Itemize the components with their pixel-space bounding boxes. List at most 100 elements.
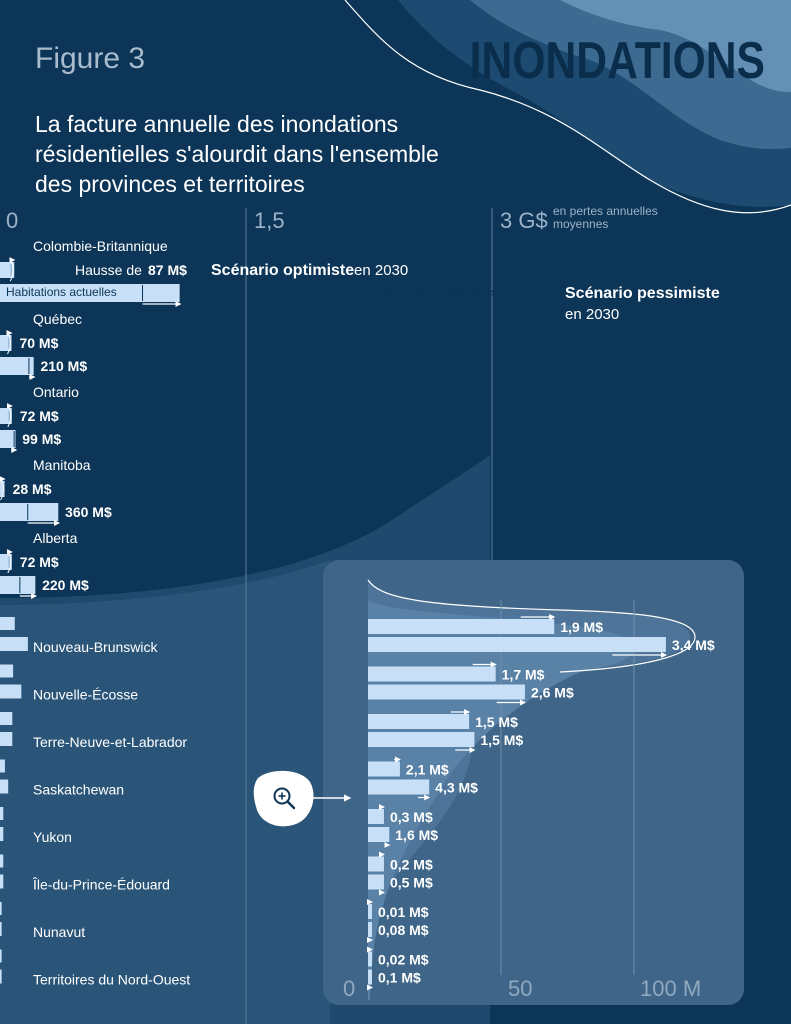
small-pessimistic-bar — [0, 684, 22, 699]
zoom-optimistic-bar — [368, 856, 384, 872]
province-name: Colombie-Britannique — [33, 238, 168, 254]
zoom-bars: 1,9 M$3,4 M$1,7 M$2,6 M$1,5 M$1,5 M$2,1 … — [366, 614, 715, 991]
small-pessimistic-bar — [0, 874, 4, 889]
increase-prefix: Hausse de — [75, 262, 142, 278]
zoom-province-row: 2,1 M$ 4,3 M$ — [368, 756, 478, 801]
small-province-name: Yukon — [33, 829, 72, 845]
small-optimistic-bar — [0, 807, 4, 820]
province-name: Ontario — [33, 384, 79, 400]
small-province-row: Nunavut — [0, 902, 85, 940]
small-province-name: Territoires du Nord-Ouest — [33, 972, 190, 988]
pessimistic-value-label: 210 M$ — [40, 358, 87, 374]
optimistic-value-label: 28 M$ — [13, 481, 52, 497]
zoom-pessimistic-bar — [368, 969, 372, 985]
zoom-optimistic-bar — [368, 714, 470, 729]
small-pessimistic-bar — [0, 969, 2, 984]
pessimistic-scenario-suffix: en 2030 — [565, 306, 619, 323]
optimistic-value-label: 72 M$ — [20, 408, 59, 424]
zoom-optimistic-label: 0,01 M$ — [378, 904, 429, 920]
figure-label: Figure 3 — [35, 42, 145, 75]
title-line-3: des provinces et territoires — [35, 171, 305, 197]
title-line-1: La facture annuelle des inondations — [35, 111, 398, 137]
zoom-optimistic-label: 0,2 M$ — [390, 857, 433, 873]
small-province-row: Île-du-Prince-Édouard — [0, 854, 170, 893]
zoom-pessimistic-bar — [368, 827, 390, 842]
small-province-row: Nouvelle-Écosse — [0, 664, 138, 703]
small-optimistic-bar — [0, 664, 14, 678]
zoom-optimistic-label: 2,1 M$ — [406, 762, 449, 778]
optimistic-bar — [0, 481, 5, 497]
zoom-province-row: 0,3 M$ 1,6 M$ — [368, 804, 438, 848]
zoom-optimistic-bar — [368, 951, 372, 967]
optimistic-bar — [0, 335, 12, 351]
small-province-name: Saskatchewan — [33, 782, 124, 798]
province-row: Ontario 72 M$ 99 M$ — [0, 384, 79, 453]
pessimistic-scenario-label: Scénario pessimiste — [565, 285, 720, 302]
zoom-pessimistic-label: 1,6 M$ — [395, 827, 438, 843]
province-row: Colombie-Britannique 87 M$ 1,1 G$ — [0, 238, 550, 307]
zoom-pessimistic-bar — [368, 637, 666, 652]
pessimistic-value-label: 1,1 G$ — [508, 285, 550, 301]
zoom-pessimistic-bar — [368, 732, 475, 747]
zoom-province-row: 0,2 M$ 0,5 M$ — [368, 851, 433, 896]
zoom-in-magnifier-icon[interactable] — [253, 770, 314, 827]
zoom-pessimistic-label: 4,3 M$ — [435, 780, 478, 796]
zoom-province-row: 0,01 M$ 0,08 M$ — [366, 899, 429, 943]
new-homes-label: Nouvelles habitations — [383, 285, 497, 299]
province-row: Manitoba 28 M$ 360 M$ — [0, 457, 112, 526]
province-row: Québec 70 M$ 210 M$ — [0, 311, 87, 380]
lower-panel-extend — [0, 560, 330, 1024]
small-province-name: Nunavut — [33, 924, 85, 940]
province-name: Manitoba — [33, 457, 91, 473]
province-name: Québec — [33, 311, 82, 327]
zoom-province-row: 1,9 M$ 3,4 M$ — [368, 614, 715, 658]
pessimistic-value-label: 220 M$ — [42, 577, 89, 593]
zoom-province-row: 0,02 M$ 0,1 M$ — [366, 946, 429, 991]
optimistic-bracket — [7, 550, 12, 574]
optimistic-scenario-suffix: en 2030 — [354, 262, 408, 279]
small-province-row: Terre-Neuve-et-Labrador — [0, 712, 187, 750]
optimistic-value-label: 70 M$ — [19, 335, 58, 351]
small-optimistic-bar — [0, 902, 2, 915]
optimistic-scenario-label: Scénario optimiste — [211, 262, 354, 279]
zoom-optimistic-bar — [368, 761, 400, 777]
small-province-name: Nouvelle-Écosse — [33, 687, 138, 703]
zoom-distribution-curve-inner — [368, 600, 636, 1000]
zoom-optimistic-label: 0,3 M$ — [390, 809, 433, 825]
tick-label-0: 0 — [6, 208, 18, 233]
small-province-name: Nouveau-Brunswick — [33, 639, 158, 655]
tick-label-mid: 1,5 — [254, 208, 285, 233]
current-homes-label: Habitations actuelles — [6, 285, 117, 299]
axis-unit-note-2: moyennes — [553, 217, 608, 231]
small-province-name: Île-du-Prince-Édouard — [32, 877, 170, 893]
small-optimistic-bar — [0, 712, 13, 725]
small-pessimistic-bar — [0, 779, 9, 794]
zoom-pessimistic-label: 0,5 M$ — [390, 875, 433, 891]
badge-inondations: INONDATIONS — [470, 32, 765, 90]
small-province-row: Saskatchewan — [0, 759, 124, 798]
zoom-pessimistic-label: 2,6 M$ — [531, 685, 574, 701]
small-pessimistic-bar — [0, 922, 2, 936]
zoom-province-row: 1,5 M$ 1,5 M$ — [368, 709, 523, 753]
zoom-tick-50: 50 — [508, 976, 532, 1001]
small-province-row: Yukon — [0, 807, 72, 845]
small-province-row: Nouveau-Brunswick — [0, 617, 158, 655]
pessimistic-bar — [0, 576, 37, 594]
zoom-tick-0: 0 — [343, 976, 355, 1001]
small-province-bars: Nouveau-Brunswick Nouvelle-Écosse Terre-Ne… — [0, 617, 190, 988]
optimistic-bracket — [0, 477, 5, 501]
main-bars: Colombie-Britannique 87 M$ 1,1 G$ Québec 70 … — [0, 238, 550, 599]
optimistic-value-label: 87 M$ — [148, 262, 187, 278]
tick-label-max: 3 G$ — [500, 208, 548, 233]
zoom-pessimistic-bar — [368, 779, 430, 795]
small-optimistic-bar — [0, 949, 2, 963]
legend-annotations: Hausse de Scénario optimiste en 2030 Hab… — [6, 262, 720, 323]
zoom-optimistic-label: 0,02 M$ — [378, 952, 429, 968]
small-province-name: Terre-Neuve-et-Labrador — [33, 734, 187, 750]
zoom-optimistic-bar — [368, 619, 555, 634]
main-axis: 0 1,5 3 G$ en pertes annuelles moyennes — [6, 204, 658, 1024]
zoom-optimistic-bar — [368, 809, 384, 824]
zoom-pessimistic-bar — [368, 684, 525, 700]
small-pessimistic-bar — [0, 827, 4, 841]
